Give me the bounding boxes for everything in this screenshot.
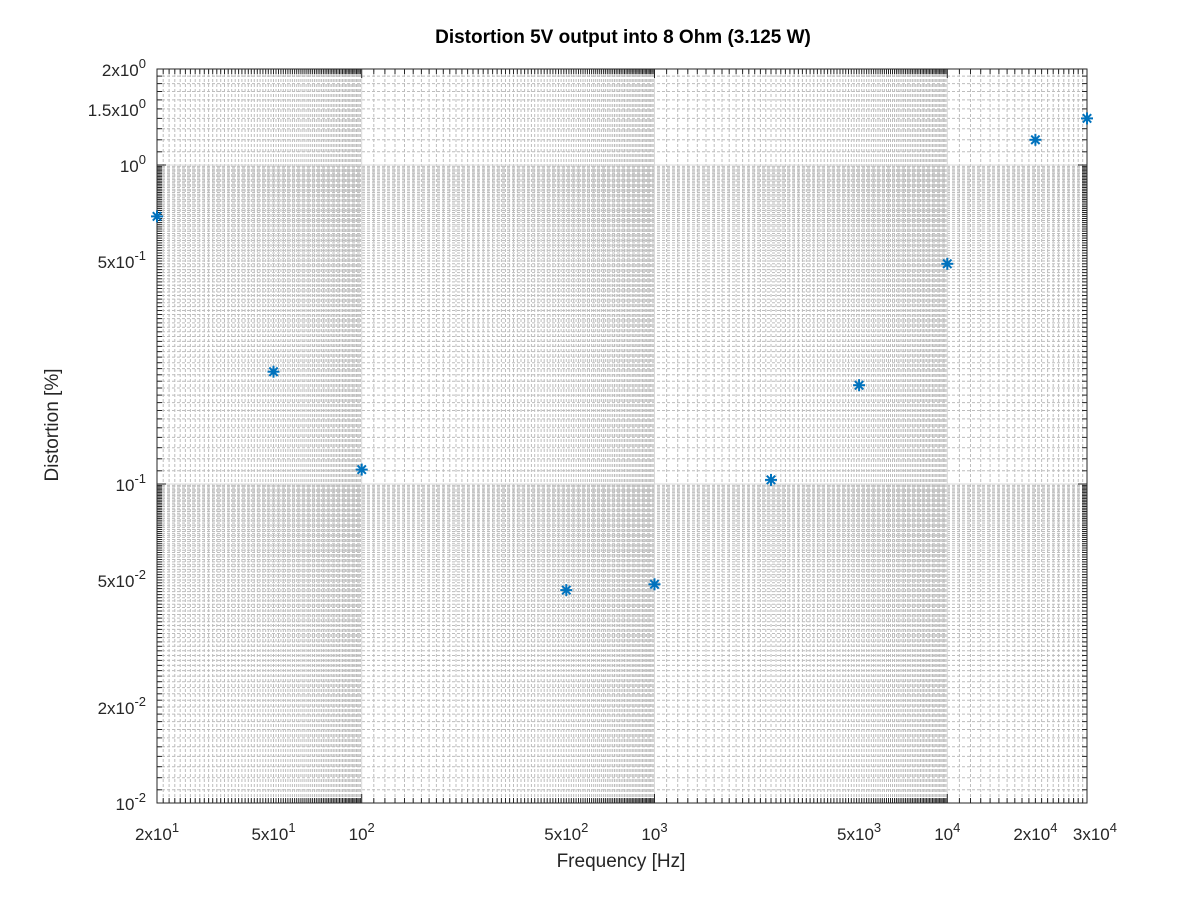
y-tick-label: 5x10-1 [98, 248, 146, 272]
chart-title: Distortion 5V output into 8 Ohm (3.125 W… [435, 27, 811, 48]
y-tick-labels: 10-2 2x10-2 5x10-2 10-1 5x10-1 100 1.5x100 2x10… [88, 56, 146, 814]
data-point-marker [765, 473, 777, 486]
data-point-marker [648, 578, 661, 591]
y-tick-label: 2x100 [102, 56, 146, 80]
y-tick-label: 10-1 [116, 471, 146, 495]
data-point-marker [853, 379, 866, 392]
asterisk-stroke [649, 579, 660, 590]
asterisk-stroke [152, 211, 162, 222]
y-tick-label: 2x10-2 [98, 694, 146, 718]
x-tick-label: 5x103 [837, 820, 881, 844]
y-axis-label: Distortion [%] [42, 369, 63, 482]
asterisk-stroke [942, 258, 953, 269]
x-tick-label: 2x104 [1013, 820, 1057, 844]
data-point-marker [941, 257, 954, 270]
data-point-marker [355, 463, 368, 476]
data-points [151, 112, 1093, 597]
asterisk-stroke [766, 474, 776, 485]
plot-area-frame [156, 68, 1088, 804]
data-point-marker [1029, 133, 1042, 146]
y-tick-label: 10-2 [116, 790, 146, 814]
grid-lines [156, 68, 1088, 804]
data-point-marker [560, 584, 573, 597]
x-tick-label: 5x102 [544, 820, 588, 844]
data-point-marker [151, 210, 163, 223]
asterisk-stroke [1030, 134, 1041, 145]
asterisk-stroke [854, 380, 865, 391]
asterisk-stroke [1082, 113, 1092, 124]
x-tick-label: 104 [934, 820, 960, 844]
x-tick-label: 5x101 [251, 820, 295, 844]
asterisk-stroke [268, 366, 279, 377]
y-tick-label: 1.5x100 [88, 96, 146, 120]
x-tick-label: 3x104 [1073, 820, 1117, 844]
x-tick-label: 103 [641, 820, 667, 844]
asterisk-stroke [561, 585, 572, 596]
asterisk-stroke [356, 464, 367, 475]
data-point-marker [267, 365, 280, 378]
y-tick-label: 100 [120, 152, 146, 176]
x-tick-labels: 2x101 5x101 102 5x102 103 5x103 104 2x104 3x104 [135, 820, 1117, 844]
data-point-marker [1081, 112, 1093, 125]
x-tick-label: 2x101 [135, 820, 179, 844]
y-tick-label: 5x10-2 [98, 567, 146, 591]
x-axis-label: Frequency [Hz] [557, 851, 686, 872]
x-tick-label: 102 [349, 820, 375, 844]
